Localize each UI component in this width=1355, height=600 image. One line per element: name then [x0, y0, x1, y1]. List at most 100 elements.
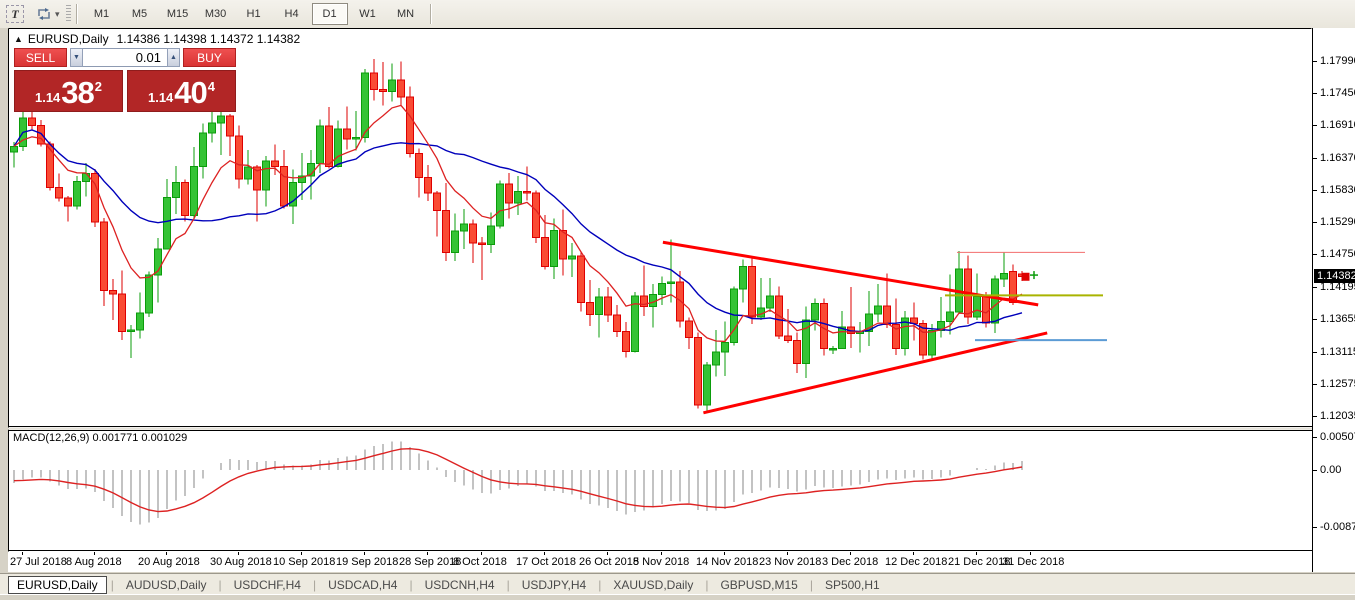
macd-histogram: [13, 441, 1023, 525]
volume-increase-button[interactable]: ▲: [167, 48, 180, 67]
time-axis-tick: [850, 552, 851, 555]
ma-fast-line: [13, 104, 1023, 343]
objects-dropdown-caret[interactable]: ▾: [55, 8, 60, 19]
price-axis-label: 1.13655: [1320, 313, 1355, 326]
time-axis-tick: [724, 552, 725, 555]
text-tool-icon[interactable]: T: [6, 5, 24, 23]
time-axis-label: 23 Nov 2018: [759, 556, 822, 568]
timeframe-button-w1[interactable]: W1: [359, 8, 376, 20]
volume-input[interactable]: 0.01: [83, 48, 167, 67]
chart-tab-bar: EURUSD,Daily | AUDUSD,Daily | USDCHF,H4 | USDC…: [0, 573, 1355, 595]
chart-tab-sp500-h1[interactable]: SP500,H1: [824, 577, 880, 592]
price-axis-label: 1.15290: [1320, 216, 1355, 228]
timeframe-button-m30[interactable]: M30: [204, 8, 227, 20]
chart-area[interactable]: 27 Jul 2018 8 Aug 2018 20 Aug 2018 30 Aug 2…: [8, 28, 1312, 572]
tab-separator: |: [312, 577, 317, 592]
time-axis: 27 Jul 2018 8 Aug 2018 20 Aug 2018 30 Aug 2…: [8, 552, 1312, 572]
buy-price-sup: 4: [207, 79, 216, 94]
tab-separator: |: [809, 577, 813, 592]
trendline[interactable]: [703, 331, 1048, 415]
timeframe-button-mn[interactable]: MN: [396, 8, 415, 20]
price-axis-label: 1.15830: [1320, 183, 1355, 196]
top-toolbar: T ▾ M1 M5 M15 M30 H1 H4 D1 W1 MN: [0, 0, 1355, 29]
time-axis-label: 12 Dec 2018: [885, 556, 948, 568]
axis-tick: [1313, 61, 1317, 62]
time-axis-label: 20 Aug 2018: [138, 556, 200, 568]
tab-separator: |: [110, 577, 114, 592]
macd-axis-label: -0.00873: [1320, 521, 1355, 533]
buy-price-display[interactable]: 1.14 40 4: [127, 70, 236, 112]
price-axis-label: 1.17450: [1320, 87, 1355, 100]
axis-tick: [1313, 254, 1317, 256]
price-axis-label: 1.16370: [1320, 151, 1355, 164]
chart-tab-gbpusd-m15[interactable]: GBPUSD,M15: [720, 577, 798, 592]
time-axis-tick: [427, 552, 428, 555]
axis-tick: [1313, 470, 1317, 471]
time-axis-tick: [22, 552, 23, 555]
axis-tick: [1313, 527, 1317, 528]
toolbar-separator-2: [429, 4, 432, 24]
timeframe-button-m1[interactable]: M1: [93, 8, 110, 20]
timeframe-button-d1[interactable]: D1: [311, 3, 348, 25]
sell-price-big: 38: [61, 75, 94, 110]
window-left-edge: [0, 28, 8, 572]
price-axis-label: 1.16910: [1320, 119, 1355, 132]
timeframe-button-m15[interactable]: M15: [166, 8, 189, 20]
time-axis-label: 28 Sep 2018: [399, 556, 462, 568]
sell-price-sup: 2: [94, 79, 103, 94]
chart-tab-xauusd-daily[interactable]: XAUUSD,Daily: [613, 577, 694, 592]
time-axis-tick: [787, 552, 788, 555]
axis-tick: [1313, 189, 1317, 191]
axis-tick: [1313, 125, 1317, 127]
sell-price-display[interactable]: 1.14 38 2: [14, 70, 123, 112]
chart-tab-usdchf-h4[interactable]: USDCHF,H4: [233, 577, 301, 592]
collapse-panel-icon[interactable]: ▲: [14, 34, 23, 44]
axis-tick: [1313, 319, 1317, 321]
axis-tick: [1313, 222, 1317, 223]
price-axis: 1.17990 1.17450 1.16910 1.16370 1.15830 1.152…: [1312, 28, 1355, 572]
timeframe-button-h1[interactable]: H1: [246, 8, 261, 20]
tab-separator: |: [506, 577, 510, 592]
time-axis-tick: [238, 552, 239, 555]
timeframe-button-h4[interactable]: H4: [284, 8, 299, 20]
chart-tab-usdjpy-h4[interactable]: USDJPY,H4: [521, 577, 587, 592]
cycle-arrows-icon: [38, 8, 50, 20]
time-axis-tick: [544, 552, 545, 555]
axis-tick: [1313, 287, 1317, 289]
timeframe-button-group: M1 M5 M15 M30 H1 H4 D1 W1 MN: [83, 3, 425, 25]
toolbar-drag-handle[interactable]: [65, 5, 71, 23]
chart-ohlc-values: 1.14386 1.14398 1.14372 1.14382: [116, 32, 301, 46]
time-axis-label: 17 Oct 2018: [516, 556, 576, 568]
volume-stepper: ▼ 0.01 ▲: [70, 48, 180, 67]
time-axis-tick: [976, 552, 977, 555]
toolbar-separator: [75, 4, 78, 24]
tab-separator: |: [409, 577, 413, 592]
time-axis-label: 8 Oct 2018: [453, 556, 507, 568]
volume-decrease-button[interactable]: ▼: [70, 48, 83, 67]
chart-tab-audusd-daily[interactable]: AUDUSD,Daily: [125, 577, 207, 592]
timeframe-button-m5[interactable]: M5: [131, 8, 148, 20]
price-axis-label: 1.13115: [1320, 345, 1355, 358]
chart-tab-eurusd-daily[interactable]: EURUSD,Daily: [8, 575, 107, 594]
time-axis-tick: [661, 552, 662, 555]
triangle-trendlines[interactable]: [662, 240, 1048, 415]
time-axis-tick: [301, 552, 302, 555]
time-axis-label: 26 Oct 2018: [579, 556, 639, 568]
time-axis-tick: [94, 552, 95, 555]
axis-tick: [1313, 416, 1317, 418]
time-axis-tick: [166, 552, 167, 555]
price-chart-canvas[interactable]: [8, 28, 1312, 552]
buy-price-prefix: 1.14: [147, 90, 174, 105]
axis-tick: [1313, 351, 1317, 353]
objects-cycle-icon[interactable]: [34, 4, 54, 24]
time-axis-tick: [1030, 552, 1031, 555]
chart-tab-usdcnh-h4[interactable]: USDCNH,H4: [424, 577, 495, 592]
price-axis-label: 1.12035: [1320, 410, 1355, 423]
buy-button[interactable]: BUY: [183, 48, 236, 67]
chart-tab-usdcad-h4[interactable]: USDCAD,H4: [328, 577, 398, 592]
level-lines[interactable]: [945, 251, 1107, 342]
tab-separator: |: [705, 577, 709, 592]
sell-button[interactable]: SELL: [14, 48, 67, 67]
macd-axis-label: 0.005074: [1320, 431, 1355, 443]
